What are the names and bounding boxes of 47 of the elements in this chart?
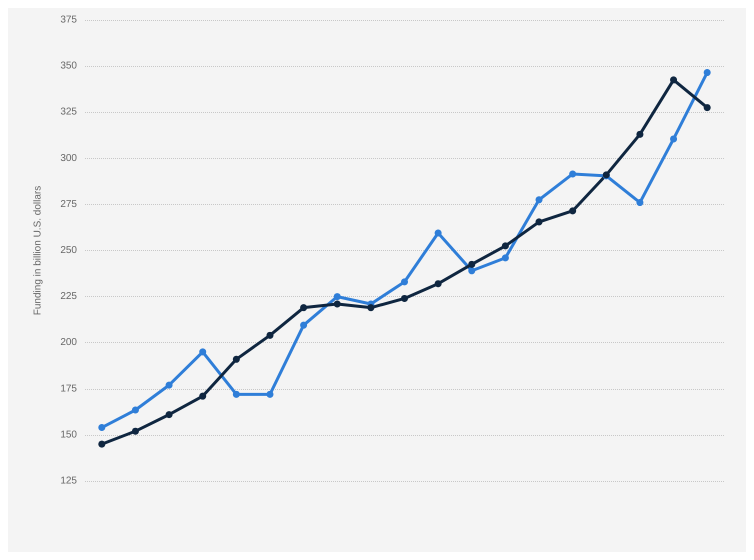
- y-tick-label: 175: [60, 383, 78, 394]
- point: [670, 76, 678, 84]
- point: [401, 294, 408, 302]
- point: [502, 254, 509, 262]
- y-tick-label: 325: [60, 106, 78, 118]
- y-tick-label: 275: [60, 198, 78, 210]
- point: [266, 332, 274, 339]
- point: [300, 322, 308, 329]
- point: [98, 440, 106, 448]
- point: [636, 199, 644, 206]
- point: [166, 411, 173, 418]
- y-tick-label: 350: [60, 60, 78, 72]
- point: [232, 356, 240, 363]
- point: [704, 69, 711, 76]
- point: [266, 390, 274, 398]
- point: [98, 424, 106, 432]
- y-tick-label: 375: [60, 14, 78, 26]
- y-tick-label: 150: [60, 429, 78, 440]
- point: [502, 242, 509, 250]
- point: [434, 280, 442, 288]
- point: [199, 348, 206, 356]
- point: [132, 428, 139, 435]
- point: [367, 304, 374, 312]
- point: [569, 170, 576, 178]
- y-axis-title: Funding in billion U.S. dollars: [32, 186, 44, 316]
- y-tick-label: 250: [60, 245, 78, 256]
- y-tick-label: 200: [60, 337, 78, 348]
- point: [300, 304, 308, 312]
- point: [670, 135, 678, 142]
- point: [636, 130, 644, 138]
- y-tick-label: 225: [60, 291, 78, 302]
- y-tick-label: 125: [60, 476, 78, 486]
- point: [401, 278, 408, 286]
- point: [536, 196, 543, 204]
- point: [536, 218, 543, 226]
- point: [468, 260, 476, 268]
- point: [334, 293, 341, 300]
- point: [199, 392, 206, 400]
- point: [704, 104, 711, 112]
- y-tick-label: 300: [60, 152, 78, 164]
- point: [232, 390, 240, 398]
- point: [132, 406, 139, 414]
- point: [468, 267, 476, 274]
- point: [334, 300, 341, 308]
- point: [166, 382, 173, 389]
- point: [569, 207, 576, 214]
- point: [434, 229, 442, 236]
